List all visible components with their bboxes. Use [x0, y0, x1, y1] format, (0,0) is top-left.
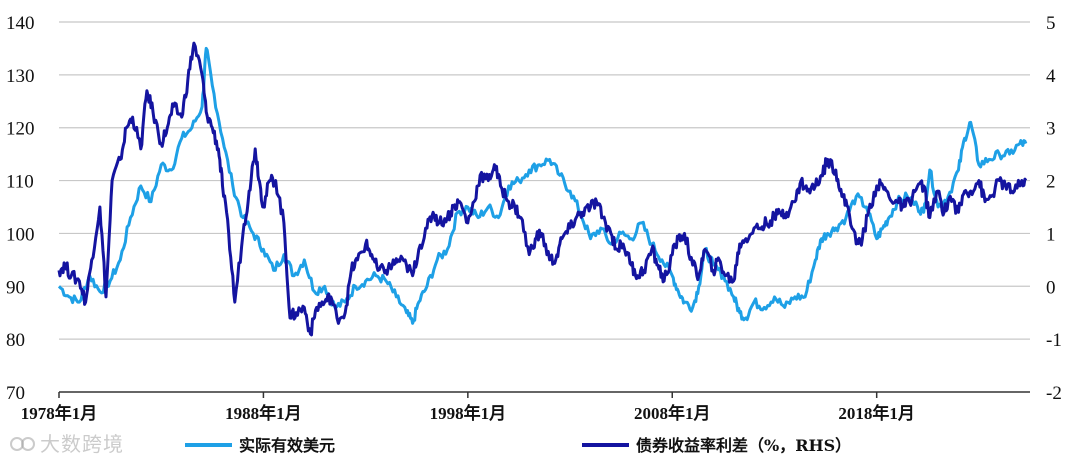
- right-axis-ticks: 5 4 3 2 1 0 -1 -2: [1046, 13, 1062, 404]
- x-axis: 1978年1月 1988年1月 1998年1月 2008年1月 2018年1月: [21, 391, 1030, 423]
- left-axis-tick-label: 130: [6, 66, 35, 87]
- right-axis-tick-label: 5: [1046, 13, 1056, 34]
- left-axis-ticks: 140 130 120 110 100 90 80 70: [6, 13, 35, 404]
- x-axis-tick-label: 1978年1月: [21, 403, 98, 423]
- watermark-icon: [10, 437, 35, 451]
- series-line-real-effective-usd: [57, 46, 1028, 325]
- right-axis-tick-label: 1: [1046, 224, 1056, 245]
- right-axis-tick-label: 3: [1046, 119, 1056, 140]
- left-axis-tick-label: 110: [6, 172, 34, 193]
- right-axis-tick-label: 2: [1046, 172, 1056, 193]
- left-axis-tick-label: 80: [6, 330, 25, 351]
- legend-label-real-effective-usd: 实际有效美元: [239, 436, 335, 455]
- legend: 实际有效美元 债券收益率利差（%，RHS）: [185, 436, 851, 455]
- series-lines: [57, 41, 1028, 337]
- left-axis-tick-label: 120: [6, 119, 35, 140]
- right-axis-tick-label: -1: [1046, 330, 1062, 351]
- x-axis-tick-label: 1998年1月: [430, 403, 507, 423]
- left-axis-tick-label: 100: [6, 224, 35, 245]
- x-axis-tick-label: 1988年1月: [225, 403, 302, 423]
- right-axis-tick-label: 4: [1046, 66, 1056, 87]
- right-axis-tick-label: -2: [1046, 383, 1062, 404]
- left-axis-tick-label: 70: [6, 383, 25, 404]
- left-axis-tick-label: 140: [6, 13, 35, 34]
- watermark-text: 大数跨境: [40, 432, 124, 456]
- left-axis-tick-label: 90: [6, 277, 25, 298]
- right-axis-tick-label: 0: [1046, 277, 1056, 298]
- legend-label-bond-spread: 债券收益率利差（%，RHS）: [636, 436, 851, 455]
- series-line-bond-spread: [57, 41, 1028, 337]
- x-axis-tick-label: 2008年1月: [634, 403, 711, 423]
- watermark-logo: 大数跨境: [10, 428, 124, 457]
- x-axis-tick-label: 2018年1月: [838, 403, 915, 423]
